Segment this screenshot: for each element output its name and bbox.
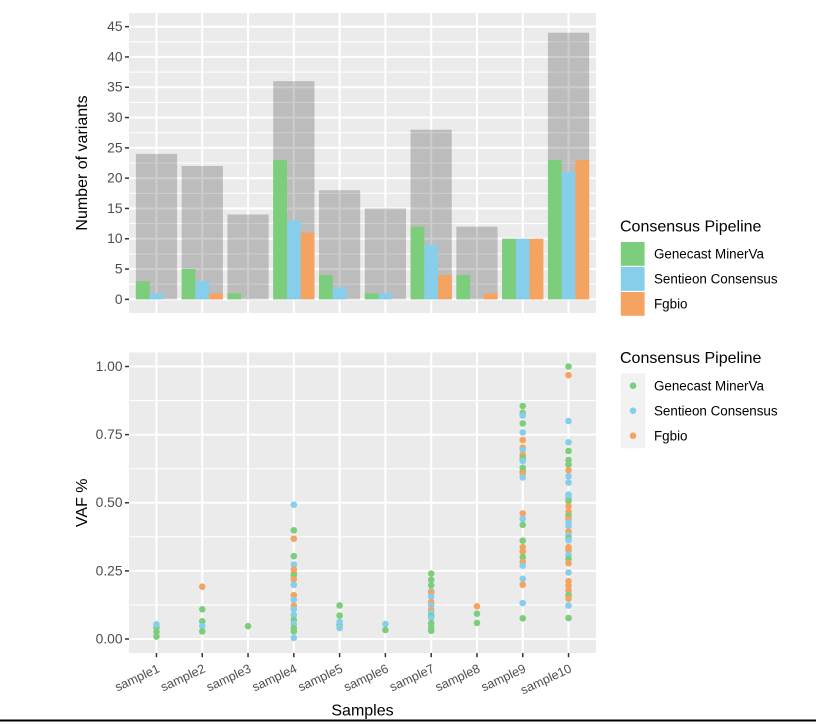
svg-text:Fgbio: Fgbio bbox=[654, 297, 688, 312]
svg-text:15: 15 bbox=[107, 201, 123, 216]
svg-text:30: 30 bbox=[107, 110, 123, 125]
svg-text:35: 35 bbox=[107, 80, 123, 95]
svg-text:10: 10 bbox=[107, 231, 123, 246]
svg-text:Consensus Pipeline: Consensus Pipeline bbox=[620, 350, 762, 367]
svg-text:Samples: Samples bbox=[331, 703, 393, 720]
svg-text:0: 0 bbox=[115, 292, 123, 307]
svg-text:Sentieon Consensus: Sentieon Consensus bbox=[654, 404, 778, 419]
svg-text:45: 45 bbox=[107, 19, 123, 34]
svg-text:Sentieon Consensus: Sentieon Consensus bbox=[654, 272, 778, 287]
svg-text:0.50: 0.50 bbox=[96, 495, 123, 510]
svg-text:5: 5 bbox=[115, 261, 123, 276]
svg-text:20: 20 bbox=[107, 171, 123, 186]
svg-text:0.00: 0.00 bbox=[96, 631, 123, 646]
svg-text:0.75: 0.75 bbox=[96, 427, 123, 442]
svg-text:25: 25 bbox=[107, 140, 123, 155]
svg-text:Genecast MinerVa: Genecast MinerVa bbox=[654, 247, 764, 262]
svg-text:Genecast MinerVa: Genecast MinerVa bbox=[654, 379, 764, 394]
svg-text:40: 40 bbox=[107, 49, 123, 64]
svg-text:1.00: 1.00 bbox=[96, 359, 123, 374]
svg-text:Number of variants: Number of variants bbox=[74, 95, 91, 230]
svg-text:VAF %: VAF % bbox=[74, 478, 91, 527]
svg-text:0.25: 0.25 bbox=[96, 563, 123, 578]
svg-text:Consensus Pipeline: Consensus Pipeline bbox=[620, 219, 762, 236]
svg-text:Fgbio: Fgbio bbox=[654, 429, 688, 444]
